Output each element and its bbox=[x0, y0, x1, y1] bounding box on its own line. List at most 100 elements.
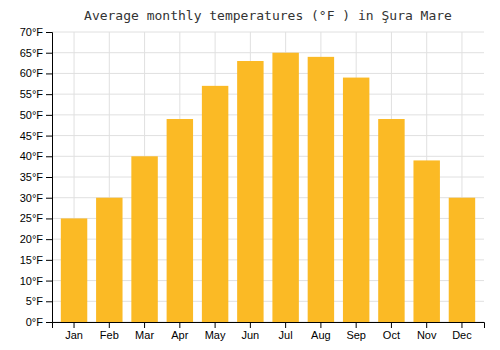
tick-label: 15°F bbox=[20, 254, 44, 266]
tick-mark bbox=[285, 322, 286, 328]
tick-mark bbox=[46, 177, 52, 178]
tick: 65°F bbox=[20, 47, 52, 59]
tick: Aug bbox=[311, 322, 331, 341]
tick: 20°F bbox=[20, 233, 52, 245]
y-axis: 0°F 5°F 10°F 15°F 20°F 25°F 30°F 35°F 40°F 45°F 50… bbox=[20, 26, 53, 328]
tick: 55°F bbox=[20, 88, 52, 100]
tick-label: 50°F bbox=[20, 109, 44, 121]
tick-label: 55°F bbox=[20, 88, 44, 100]
grid-line bbox=[52, 135, 484, 136]
tick-label: Sep bbox=[346, 329, 366, 341]
bar bbox=[378, 119, 404, 322]
tick-mark bbox=[109, 322, 110, 328]
bar bbox=[413, 160, 439, 322]
tick-mark bbox=[46, 322, 52, 323]
tick-mark bbox=[46, 198, 52, 199]
tick: 15°F bbox=[20, 254, 52, 266]
tick-label: Aug bbox=[311, 329, 331, 341]
grid-line bbox=[52, 73, 484, 74]
tick-mark bbox=[144, 322, 145, 328]
tick-mark bbox=[46, 218, 52, 219]
tick: 25°F bbox=[20, 212, 52, 224]
bar bbox=[308, 57, 334, 322]
chart: Jan Feb Mar Apr May Jun Jul Aug Sep Oct Nov Dec 0°F 5… bbox=[0, 0, 500, 350]
tick-mark bbox=[179, 322, 180, 328]
tick-mark bbox=[46, 239, 52, 240]
bar bbox=[237, 61, 263, 322]
tick-label: Jan bbox=[65, 329, 83, 341]
tick: 50°F bbox=[20, 109, 52, 121]
tick-mark bbox=[250, 322, 251, 328]
grid-line bbox=[52, 94, 484, 95]
tick: 0°F bbox=[26, 316, 52, 328]
tick-mark bbox=[74, 322, 75, 328]
tick: Nov bbox=[417, 322, 437, 341]
plot-area: Jan Feb Mar Apr May Jun Jul Aug Sep Oct Nov Dec 0°F 5… bbox=[20, 26, 485, 341]
tick-mark bbox=[46, 94, 52, 95]
tick: 30°F bbox=[20, 192, 52, 204]
grid-line bbox=[52, 114, 484, 115]
tick: 10°F bbox=[20, 275, 52, 287]
bar bbox=[167, 119, 193, 322]
tick-mark bbox=[46, 53, 52, 54]
tick-label: Dec bbox=[452, 329, 472, 341]
tick-label: 0°F bbox=[26, 316, 44, 328]
grid-line bbox=[52, 52, 484, 53]
bar bbox=[343, 78, 369, 322]
tick-mark bbox=[320, 322, 321, 328]
x-axis: Jan Feb Mar Apr May Jun Jul Aug Sep Oct Nov Dec bbox=[53, 322, 485, 341]
tick: May bbox=[205, 322, 226, 341]
tick: 45°F bbox=[20, 130, 52, 142]
tick-label: May bbox=[205, 329, 226, 341]
tick-label: Oct bbox=[383, 329, 400, 341]
tick-label: 60°F bbox=[20, 67, 44, 79]
tick-mark bbox=[46, 281, 52, 282]
tick: Sep bbox=[346, 322, 366, 341]
tick-label: Nov bbox=[417, 329, 437, 341]
tick: 60°F bbox=[20, 67, 52, 79]
tick: Oct bbox=[383, 322, 400, 341]
axis-line bbox=[53, 323, 485, 329]
tick-label: Feb bbox=[100, 329, 119, 341]
tick: Jun bbox=[241, 322, 259, 341]
tick-label: 10°F bbox=[20, 275, 44, 287]
tick-label: 70°F bbox=[20, 26, 44, 38]
tick-label: 45°F bbox=[20, 130, 44, 142]
tick-label: 20°F bbox=[20, 233, 44, 245]
tick-label: 5°F bbox=[26, 295, 44, 307]
tick-label: Apr bbox=[171, 329, 188, 341]
tick: 70°F bbox=[20, 26, 52, 38]
tick-mark bbox=[46, 32, 52, 33]
bar bbox=[449, 198, 475, 322]
bar bbox=[131, 156, 157, 322]
tick-mark bbox=[46, 73, 52, 74]
tick-mark bbox=[46, 301, 52, 302]
tick: Apr bbox=[171, 322, 188, 341]
bar bbox=[202, 86, 228, 322]
tick-mark bbox=[46, 136, 52, 137]
tick-mark bbox=[426, 322, 427, 328]
tick: Mar bbox=[135, 322, 154, 341]
tick-label: Mar bbox=[135, 329, 154, 341]
tick-mark bbox=[461, 322, 462, 328]
grid-line bbox=[52, 156, 484, 157]
tick: Jul bbox=[279, 322, 293, 341]
tick-label: 40°F bbox=[20, 150, 44, 162]
bar bbox=[272, 53, 298, 322]
tick-label: 25°F bbox=[20, 212, 44, 224]
tick-mark bbox=[46, 260, 52, 261]
marks bbox=[61, 53, 475, 322]
tick: 5°F bbox=[26, 295, 52, 307]
title: Average monthly temperatures (°F ) in Şu… bbox=[84, 8, 452, 23]
tick: 35°F bbox=[20, 171, 52, 183]
tick-mark bbox=[215, 322, 216, 328]
tick-label: 30°F bbox=[20, 192, 44, 204]
tick-mark bbox=[46, 156, 52, 157]
bar bbox=[61, 218, 87, 322]
bar bbox=[96, 198, 122, 322]
grid bbox=[52, 32, 484, 322]
grid-line bbox=[52, 32, 484, 33]
tick-mark bbox=[46, 115, 52, 116]
tick: 40°F bbox=[20, 150, 52, 162]
tick-label: 65°F bbox=[20, 47, 44, 59]
